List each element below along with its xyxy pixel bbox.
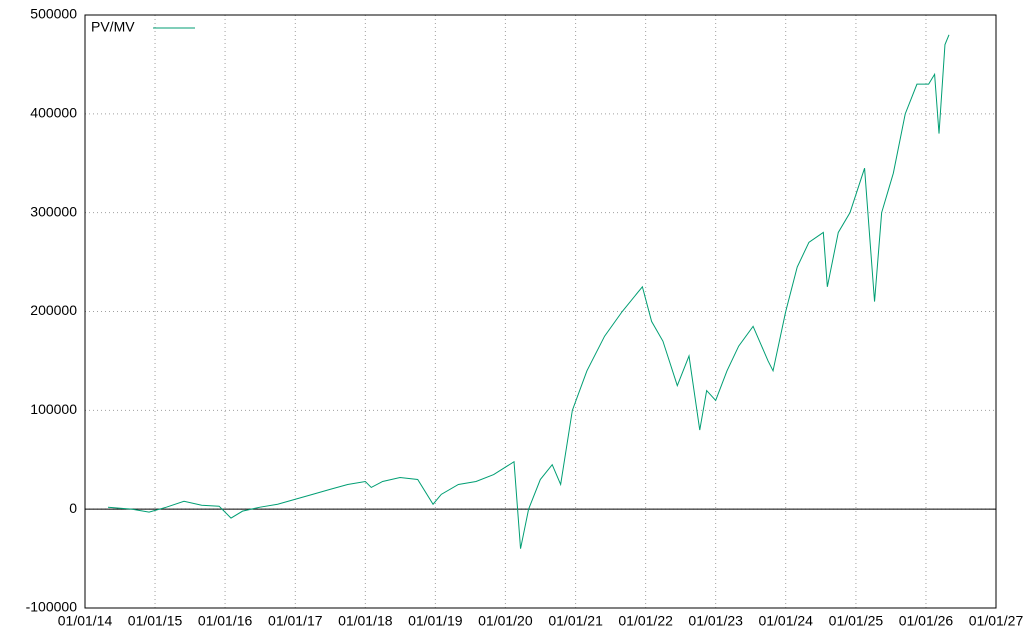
y-tick-label: 400000	[30, 105, 77, 121]
x-tick-label: 01/01/16	[198, 613, 253, 629]
x-tick-label: 01/01/14	[58, 613, 113, 629]
x-tick-label: 01/01/26	[899, 613, 954, 629]
legend-label: PV/MV	[91, 19, 135, 35]
x-tick-label: 01/01/15	[128, 613, 183, 629]
x-tick-label: 01/01/22	[618, 613, 673, 629]
x-tick-label: 01/01/19	[408, 613, 463, 629]
y-tick-label: 0	[69, 500, 77, 516]
x-tick-label: 01/01/25	[829, 613, 884, 629]
y-tick-label: 500000	[30, 6, 77, 22]
x-tick-label: 01/01/21	[548, 613, 603, 629]
x-tick-label: 01/01/17	[268, 613, 323, 629]
y-tick-label: -100000	[26, 599, 78, 615]
y-tick-label: 100000	[30, 401, 77, 417]
y-tick-label: 300000	[30, 203, 77, 219]
plot-frame	[84, 14, 997, 609]
x-tick-label: 01/01/18	[338, 613, 393, 629]
x-tick-label: 01/01/27	[969, 613, 1024, 629]
data-line	[107, 34, 950, 549]
x-tick-label: 01/01/23	[688, 613, 743, 629]
x-tick-label: 01/01/24	[758, 613, 813, 629]
x-tick-label: 01/01/20	[478, 613, 533, 629]
y-tick-label: 200000	[30, 302, 77, 318]
